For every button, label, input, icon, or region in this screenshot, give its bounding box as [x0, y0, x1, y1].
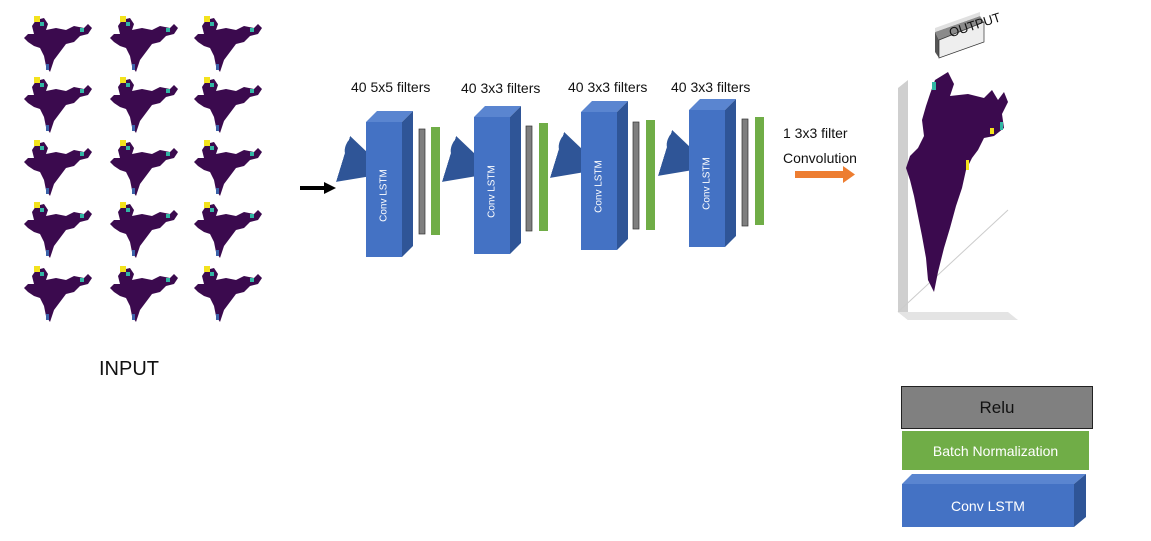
relu-bar-4 — [741, 118, 749, 227]
layer2-filters-label: 40 3x3 filters — [461, 80, 541, 96]
recurrent-arrow-4 — [657, 129, 711, 176]
orange-arrow — [795, 166, 855, 183]
output-sign — [935, 12, 985, 59]
block-label-3: Conv LSTM — [593, 160, 605, 213]
input-label: INPUT — [99, 358, 159, 380]
legend-relu: Relu — [901, 386, 1093, 429]
layer-3 — [549, 101, 655, 250]
layer-2 — [441, 106, 548, 254]
conv-lstm-block-4 — [689, 110, 725, 247]
legend-relu-label: Relu — [979, 397, 1015, 417]
recurrent-arrow-1 — [335, 135, 389, 182]
recurrent-arrow-3 — [549, 131, 603, 178]
layer4-filters-label: 40 3x3 filters — [671, 79, 751, 95]
final-conv-line2: Convolution — [783, 150, 857, 166]
batchnorm-bar-4 — [755, 117, 764, 225]
layer1-filters-label: 40 5x5 filters — [351, 79, 431, 95]
layer-1 — [335, 111, 440, 257]
legend-conv-lstm: Conv LSTM — [902, 484, 1074, 527]
block-label-4: Conv LSTM — [701, 157, 713, 210]
output-india-map — [906, 72, 1008, 292]
layer-4 — [657, 99, 764, 247]
conv-lstm-block-2 — [474, 117, 510, 254]
output-panel — [897, 12, 1018, 320]
conv-lstm-block-1 — [366, 122, 402, 257]
legend-batchnorm-label: Batch Normalization — [932, 442, 1059, 459]
input-arrow — [300, 182, 336, 194]
final-conv-line1: 1 3x3 filter — [783, 125, 848, 141]
batchnorm-bar-1 — [431, 127, 440, 235]
relu-bar-1 — [418, 128, 426, 235]
block-label-2: Conv LSTM — [486, 165, 498, 218]
relu-bar-2 — [525, 125, 533, 232]
layer3-filters-label: 40 3x3 filters — [568, 79, 648, 95]
conv-lstm-layers — [335, 99, 855, 257]
legend-batchnorm: Batch Normalization — [902, 431, 1089, 470]
batchnorm-bar-2 — [539, 123, 548, 231]
block-label-1: Conv LSTM — [378, 169, 390, 222]
recurrent-arrow-2 — [441, 135, 495, 182]
conv-lstm-block-3 — [581, 112, 617, 250]
relu-bar-3 — [632, 121, 640, 230]
legend-conv-lstm-shape — [902, 474, 1086, 527]
legend-conv-lstm-label: Conv LSTM — [951, 497, 1025, 514]
batchnorm-bar-3 — [646, 120, 655, 230]
